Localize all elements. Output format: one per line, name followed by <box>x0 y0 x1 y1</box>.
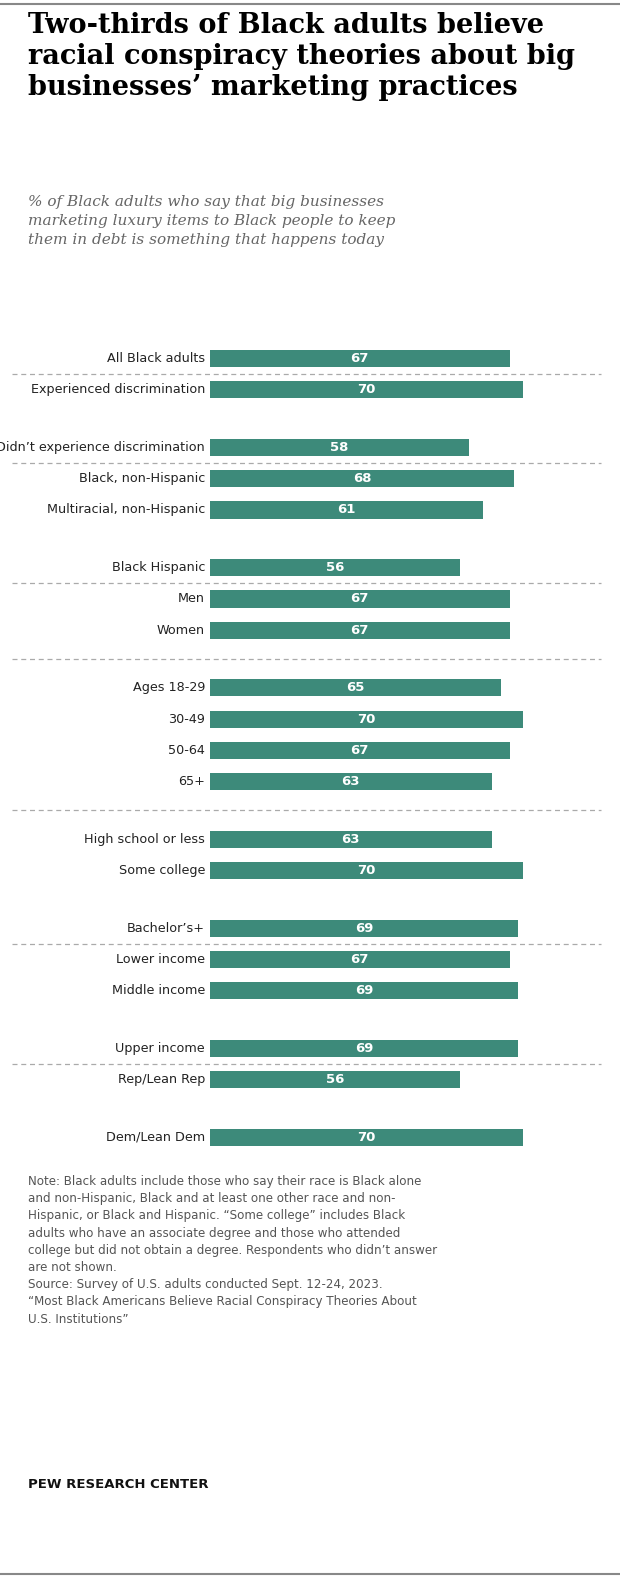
Text: 56: 56 <box>326 1073 344 1087</box>
Text: High school or less: High school or less <box>84 832 205 846</box>
Text: 65: 65 <box>346 682 365 694</box>
Bar <box>210 982 518 1000</box>
Text: Middle income: Middle income <box>112 984 205 997</box>
Bar <box>210 590 510 607</box>
Text: 67: 67 <box>350 952 369 967</box>
Bar <box>210 381 523 399</box>
Bar <box>210 1039 518 1057</box>
Text: 69: 69 <box>355 984 373 997</box>
Text: Black, non-Hispanic: Black, non-Hispanic <box>79 473 205 486</box>
Bar <box>210 470 514 487</box>
Bar <box>210 774 492 789</box>
Text: 61: 61 <box>337 503 355 516</box>
Bar <box>210 742 510 759</box>
Text: Ages 18-29: Ages 18-29 <box>133 682 205 694</box>
Text: 58: 58 <box>330 441 349 454</box>
Text: PEW RESEARCH CENTER: PEW RESEARCH CENTER <box>28 1478 208 1490</box>
Text: Multiracial, non-Hispanic: Multiracial, non-Hispanic <box>46 503 205 516</box>
Text: Men: Men <box>178 592 205 606</box>
Text: 69: 69 <box>355 922 373 935</box>
Text: 68: 68 <box>353 473 371 486</box>
Text: Experienced discrimination: Experienced discrimination <box>30 383 205 397</box>
Bar <box>210 919 518 937</box>
Text: 63: 63 <box>342 832 360 846</box>
Text: 56: 56 <box>326 562 344 574</box>
Text: Bachelor’s+: Bachelor’s+ <box>127 922 205 935</box>
Bar <box>210 831 492 848</box>
Text: 67: 67 <box>350 623 369 636</box>
Text: 65+: 65+ <box>178 775 205 788</box>
Bar <box>210 501 483 519</box>
Text: 50-64: 50-64 <box>168 744 205 756</box>
Text: 70: 70 <box>357 712 376 726</box>
Bar <box>210 951 510 968</box>
Text: 67: 67 <box>350 744 369 756</box>
Text: Note: Black adults include those who say their race is Black alone
and non-Hispa: Note: Black adults include those who say… <box>28 1175 437 1326</box>
Text: 69: 69 <box>355 1043 373 1055</box>
Text: 67: 67 <box>350 353 369 365</box>
Text: Lower income: Lower income <box>116 952 205 967</box>
Text: % of Black adults who say that big businesses
marketing luxury items to Black pe: % of Black adults who say that big busin… <box>28 195 396 247</box>
Text: Upper income: Upper income <box>115 1043 205 1055</box>
Text: Didn’t experience discrimination: Didn’t experience discrimination <box>0 441 205 454</box>
Text: 70: 70 <box>357 383 376 397</box>
Bar <box>210 1130 523 1145</box>
Bar <box>210 350 510 367</box>
Bar <box>210 862 523 880</box>
Text: Two-thirds of Black adults believe
racial conspiracy theories about big
business: Two-thirds of Black adults believe racia… <box>28 13 575 101</box>
Text: Dem/Lean Dem: Dem/Lean Dem <box>106 1131 205 1144</box>
Text: 70: 70 <box>357 1131 376 1144</box>
Bar <box>210 710 523 728</box>
Bar <box>210 679 500 696</box>
Text: 30-49: 30-49 <box>168 712 205 726</box>
Text: All Black adults: All Black adults <box>107 353 205 365</box>
Text: Rep/Lean Rep: Rep/Lean Rep <box>118 1073 205 1087</box>
Text: Some college: Some college <box>118 864 205 876</box>
Text: 63: 63 <box>342 775 360 788</box>
Text: Black Hispanic: Black Hispanic <box>112 562 205 574</box>
Bar <box>210 622 510 639</box>
Text: 67: 67 <box>350 592 369 606</box>
Bar <box>210 1071 461 1088</box>
Text: Women: Women <box>157 623 205 636</box>
Text: 70: 70 <box>357 864 376 876</box>
Bar <box>210 558 461 576</box>
Bar <box>210 438 469 456</box>
